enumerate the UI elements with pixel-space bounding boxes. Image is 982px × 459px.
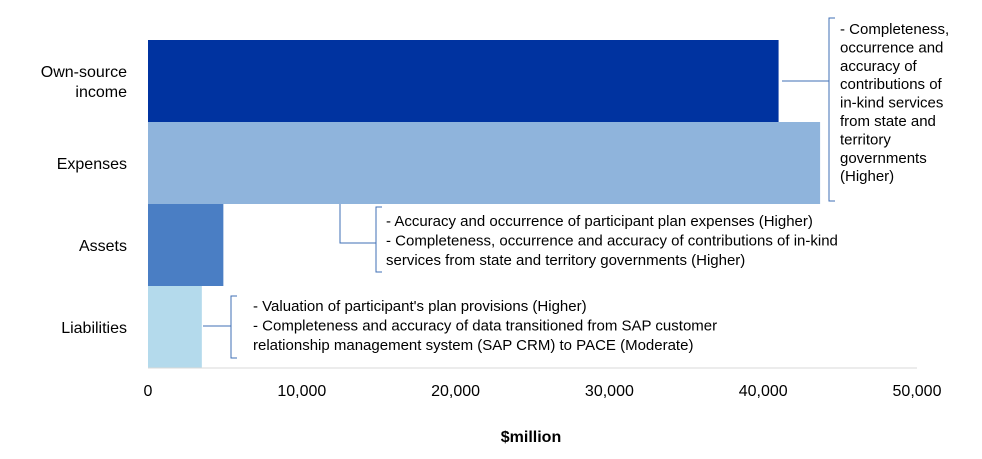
x-tick-label-0: 0 (144, 383, 153, 400)
annotation-text-0: - Completeness, occurrence and accuracy of… (840, 21, 949, 185)
category-label-0: Own-source income (41, 64, 127, 101)
x-tick-label-2: 20,000 (431, 383, 480, 400)
annotation-text-2: - Valuation of participant's plan provis… (253, 298, 717, 354)
x-tick-labels: 0 10,000 20,000 30,000 40,000 50,000 (144, 383, 942, 400)
x-tick-label-5: 50,000 (893, 383, 942, 400)
bar-2 (148, 204, 224, 286)
x-axis-title: $million (501, 429, 561, 446)
annotation-bracket-1 (375, 206, 382, 273)
bar-1 (148, 122, 821, 204)
annotation-leader-1 (339, 204, 376, 244)
annotations-group: - Completeness, occurrence and accuracy of… (203, 17, 949, 359)
annotation-bracket-2 (230, 295, 237, 359)
annotation-bracket-0 (828, 17, 835, 202)
category-label-2: Assets (79, 238, 127, 255)
category-label-3: Liabilities (61, 320, 127, 337)
x-tick-label-3: 30,000 (585, 383, 634, 400)
x-tick-label-4: 40,000 (739, 383, 788, 400)
x-tick-label-1: 10,000 (277, 383, 326, 400)
category-labels: Own-source income Expenses Assets Liabilitie… (41, 64, 127, 337)
bars-group (148, 40, 821, 368)
annotation-0: - Completeness, occurrence and accuracy of… (782, 17, 949, 202)
bar-0 (148, 40, 779, 122)
annotation-text-1: - Accuracy and occurrence of participant… (386, 213, 838, 269)
annotation-2: - Valuation of participant's plan provis… (203, 295, 717, 359)
annotation-1: - Accuracy and occurrence of participant… (339, 204, 838, 273)
bar-3 (148, 286, 202, 368)
category-label-1: Expenses (57, 156, 127, 173)
